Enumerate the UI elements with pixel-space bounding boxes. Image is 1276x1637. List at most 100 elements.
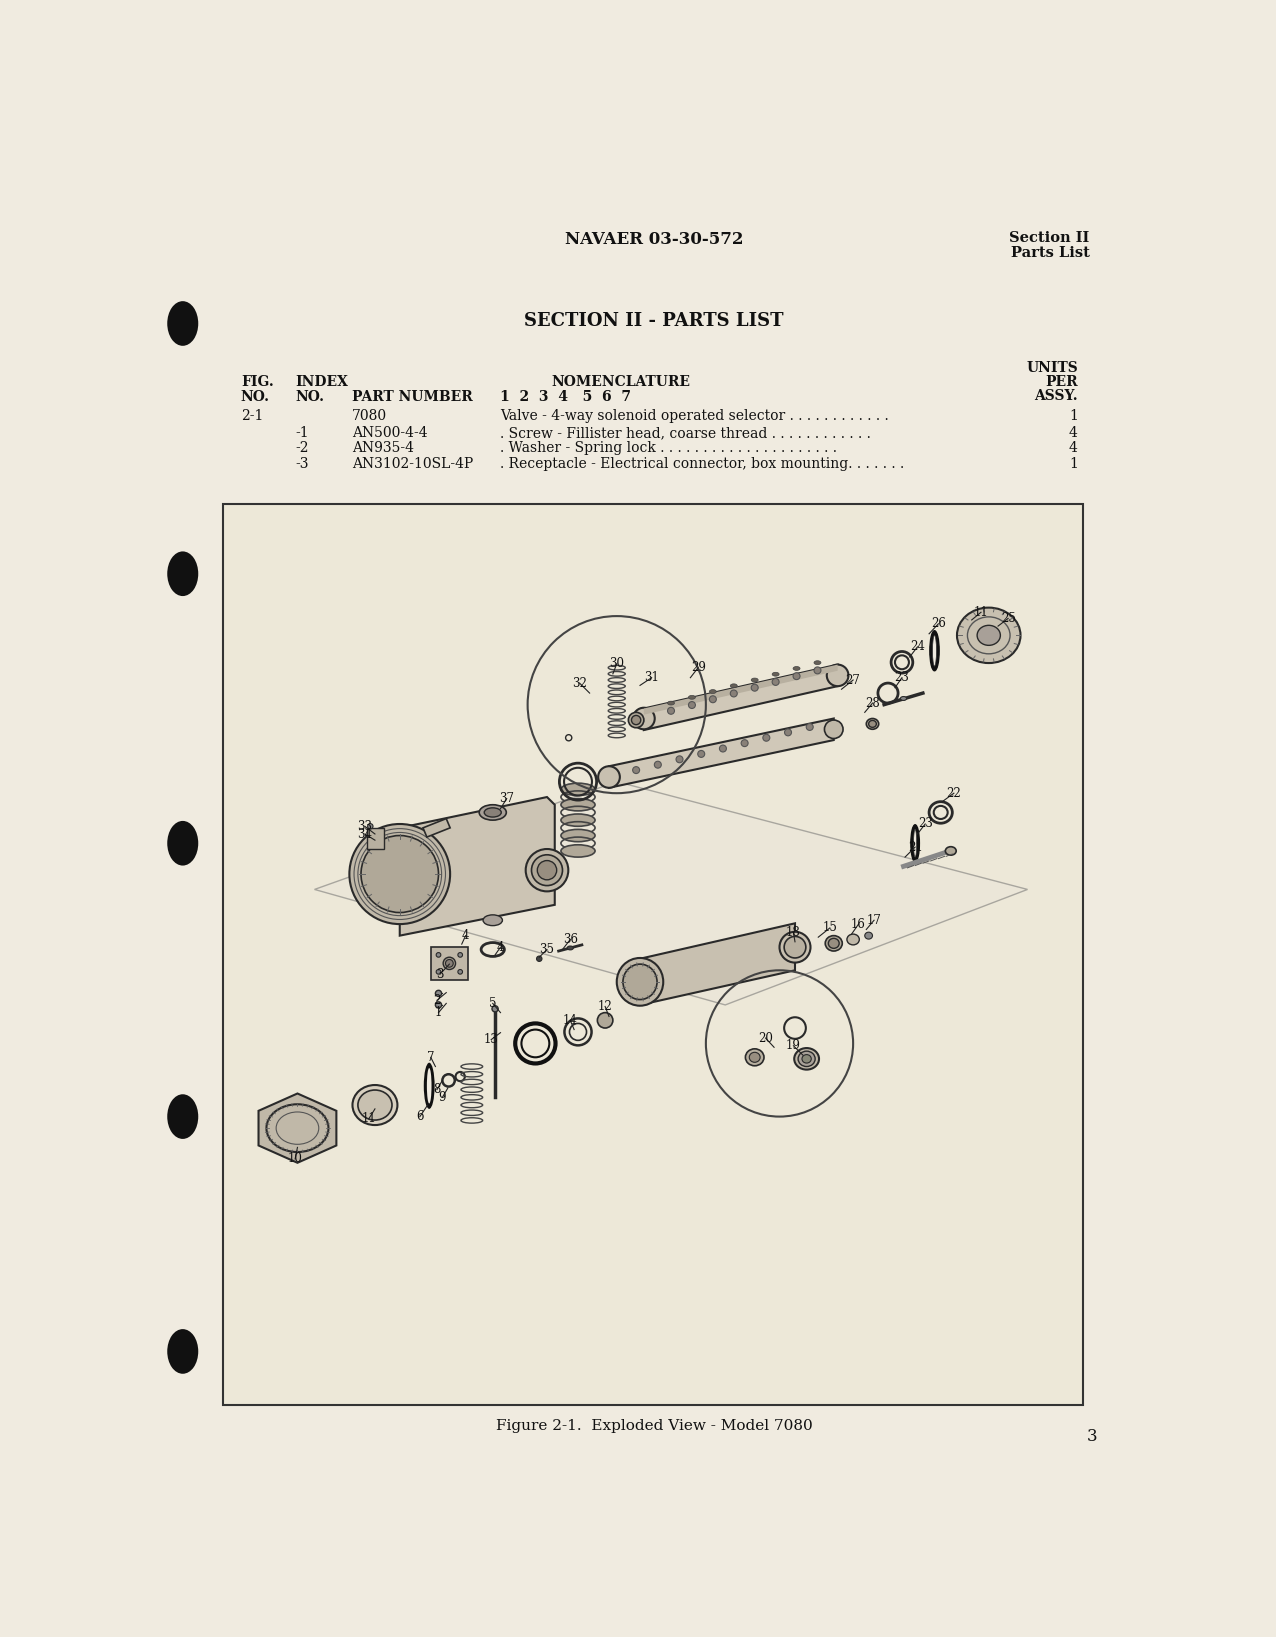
- Text: 25: 25: [1000, 612, 1016, 625]
- Ellipse shape: [814, 661, 820, 665]
- Text: 12: 12: [597, 1000, 612, 1013]
- Text: NOMENCLATURE: NOMENCLATURE: [551, 375, 690, 390]
- Text: 2-1: 2-1: [241, 409, 263, 422]
- Ellipse shape: [167, 1329, 198, 1373]
- Text: AN935-4: AN935-4: [352, 442, 413, 455]
- Ellipse shape: [826, 936, 842, 951]
- Ellipse shape: [957, 607, 1021, 663]
- Ellipse shape: [616, 958, 664, 1005]
- Ellipse shape: [780, 931, 810, 963]
- Text: UNITS: UNITS: [1026, 362, 1078, 375]
- Text: 4: 4: [462, 930, 470, 943]
- Ellipse shape: [167, 1094, 198, 1139]
- Text: Valve - 4-way solenoid operated selector . . . . . . . . . . . .: Valve - 4-way solenoid operated selector…: [500, 409, 889, 422]
- Ellipse shape: [427, 1067, 431, 1103]
- Text: 27: 27: [846, 673, 860, 686]
- Ellipse shape: [730, 691, 738, 697]
- Ellipse shape: [749, 1053, 760, 1062]
- Text: 6: 6: [416, 1110, 424, 1123]
- Ellipse shape: [633, 766, 639, 774]
- Text: ASSY.: ASSY.: [1035, 390, 1078, 403]
- Text: 18: 18: [786, 927, 801, 940]
- Bar: [223, 504, 1083, 1405]
- Ellipse shape: [709, 689, 716, 694]
- Ellipse shape: [361, 835, 439, 912]
- Ellipse shape: [814, 666, 820, 674]
- Ellipse shape: [445, 959, 453, 967]
- Text: 7: 7: [427, 1051, 435, 1064]
- Text: 23: 23: [917, 817, 933, 830]
- Text: 4: 4: [1069, 442, 1078, 455]
- Ellipse shape: [828, 938, 840, 948]
- Text: NO.: NO.: [295, 391, 324, 404]
- Text: 21: 21: [907, 840, 923, 853]
- Ellipse shape: [367, 823, 373, 828]
- Text: 30: 30: [609, 658, 624, 670]
- Text: NAVAER 03-30-572: NAVAER 03-30-572: [565, 231, 743, 249]
- Ellipse shape: [628, 712, 644, 728]
- Polygon shape: [609, 719, 833, 787]
- Ellipse shape: [785, 936, 806, 958]
- Ellipse shape: [424, 1062, 435, 1108]
- Ellipse shape: [741, 740, 748, 746]
- Ellipse shape: [357, 1090, 392, 1120]
- Ellipse shape: [676, 756, 683, 763]
- Text: . Receptacle - Electrical connector, box mounting. . . . . . .: . Receptacle - Electrical connector, box…: [500, 457, 905, 471]
- Text: 8: 8: [434, 1084, 440, 1097]
- Ellipse shape: [798, 1051, 815, 1067]
- Ellipse shape: [480, 805, 507, 820]
- Text: -1: -1: [295, 426, 309, 440]
- Ellipse shape: [167, 301, 198, 345]
- Ellipse shape: [772, 673, 780, 676]
- Ellipse shape: [632, 715, 641, 725]
- Ellipse shape: [350, 823, 450, 925]
- Ellipse shape: [865, 931, 873, 940]
- Polygon shape: [644, 665, 837, 715]
- Ellipse shape: [772, 678, 780, 686]
- Text: -2: -2: [295, 442, 309, 455]
- Text: 36: 36: [563, 933, 578, 946]
- Ellipse shape: [794, 673, 800, 679]
- Ellipse shape: [933, 635, 937, 666]
- Ellipse shape: [824, 720, 843, 738]
- Ellipse shape: [352, 1085, 397, 1125]
- Ellipse shape: [484, 915, 503, 925]
- Text: 4: 4: [496, 941, 504, 954]
- Ellipse shape: [623, 964, 657, 1000]
- Text: FIG.: FIG.: [241, 375, 273, 390]
- Ellipse shape: [977, 625, 1000, 645]
- Text: AN3102-10SL-4P: AN3102-10SL-4P: [352, 457, 473, 471]
- Bar: [431, 948, 468, 979]
- Text: 28: 28: [865, 697, 880, 709]
- Text: 11: 11: [361, 1113, 376, 1125]
- Ellipse shape: [493, 1005, 498, 1012]
- Ellipse shape: [435, 1002, 441, 1008]
- Text: 4: 4: [1069, 426, 1078, 440]
- Text: 5: 5: [489, 997, 496, 1010]
- Text: 17: 17: [866, 913, 882, 927]
- Polygon shape: [641, 923, 795, 1005]
- Text: -3: -3: [295, 457, 309, 471]
- Ellipse shape: [866, 719, 879, 728]
- Ellipse shape: [752, 678, 758, 683]
- Text: Figure 2-1.  Exploded View - Model 7080: Figure 2-1. Exploded View - Model 7080: [495, 1419, 813, 1434]
- Text: NO.: NO.: [241, 391, 271, 404]
- Text: 33: 33: [357, 820, 373, 833]
- Text: 29: 29: [690, 661, 706, 674]
- Ellipse shape: [806, 724, 813, 730]
- Ellipse shape: [597, 1013, 612, 1028]
- Text: 7080: 7080: [352, 409, 387, 422]
- Ellipse shape: [698, 750, 704, 758]
- Text: 1: 1: [1069, 409, 1078, 422]
- Ellipse shape: [930, 630, 939, 671]
- Ellipse shape: [536, 956, 542, 961]
- Ellipse shape: [689, 702, 695, 709]
- Text: 35: 35: [540, 943, 555, 956]
- Ellipse shape: [167, 820, 198, 866]
- Ellipse shape: [436, 953, 440, 958]
- Ellipse shape: [667, 701, 675, 706]
- Text: 3: 3: [1087, 1429, 1097, 1445]
- Text: 11: 11: [974, 606, 989, 619]
- Text: 13: 13: [484, 1033, 499, 1046]
- Text: 15: 15: [823, 922, 837, 935]
